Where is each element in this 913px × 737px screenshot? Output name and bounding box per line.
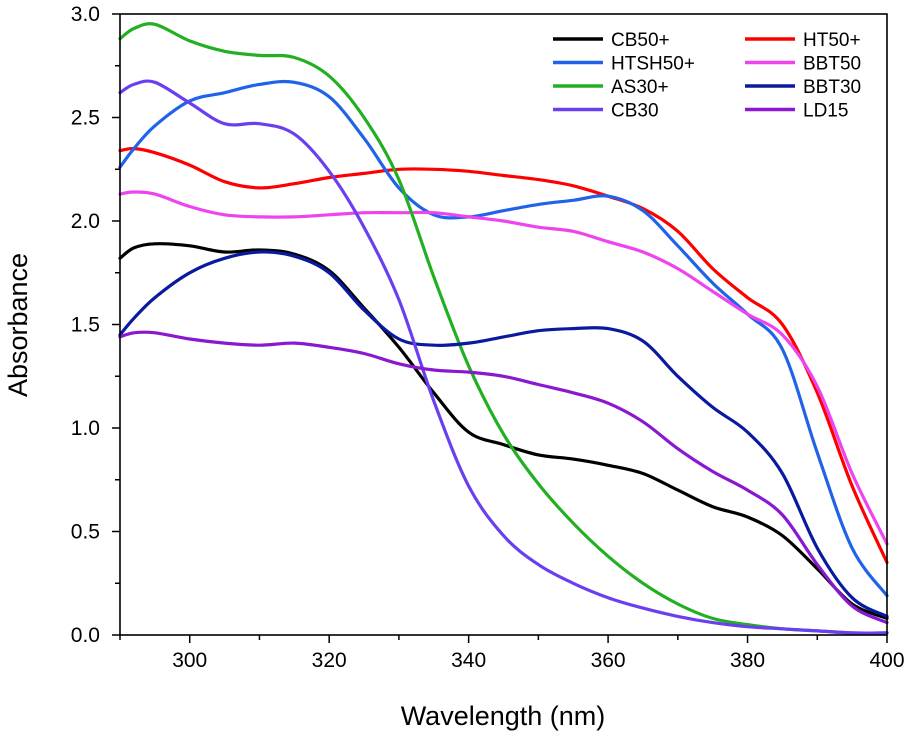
y-tick-label: 0.5 (71, 521, 100, 544)
series-line-bbt30 (118, 250, 889, 618)
legend-label: HTSH50+ (611, 54, 695, 75)
legend-label: AS30+ (611, 77, 669, 98)
series-line-as30- (118, 22, 889, 635)
y-tick-label: 1.5 (71, 314, 100, 337)
y-tick-label: 0.0 (71, 624, 100, 647)
legend-label: LD15 (803, 101, 848, 122)
x-tick-labels: 300 320 340 360 380 400 (172, 649, 904, 672)
y-tick-labels: 0.0 0.5 1.0 1.5 2.0 2.5 3.0 (71, 3, 100, 647)
series-line-htsh50- (118, 79, 889, 598)
y-axis-title: Absorbance (3, 253, 33, 397)
x-tick-label: 320 (312, 649, 347, 672)
legend-label: HT50+ (803, 30, 861, 51)
x-axis-title: Wavelength (nm) (401, 701, 606, 731)
axis-ticks (112, 13, 888, 643)
legend-label: CB50+ (611, 30, 670, 51)
y-tick-label: 2.5 (71, 107, 100, 130)
legend-label: BBT30 (803, 77, 861, 98)
series-line-cb50- (118, 242, 889, 620)
x-tick-label: 340 (451, 649, 486, 672)
x-tick-label: 380 (730, 649, 765, 672)
legend: CB50+ HT50+ HTSH50+ BBT50 AS30+ BBT30 CB30 LD15 (553, 30, 861, 122)
series-line-bbt50 (118, 190, 889, 546)
series-line-cb30 (118, 79, 889, 635)
y-tick-label: 2.0 (71, 210, 100, 233)
y-tick-label: 3.0 (71, 3, 100, 26)
series-line-ld15 (118, 330, 889, 625)
series-line-ht50- (118, 146, 889, 565)
x-tick-label: 360 (591, 649, 626, 672)
series-lines (118, 22, 889, 635)
x-tick-label: 400 (869, 649, 904, 672)
x-tick-label: 300 (172, 649, 207, 672)
legend-label: BBT50 (803, 54, 861, 75)
plot-frame (119, 13, 888, 636)
legend-label: CB30 (611, 101, 659, 122)
y-tick-label: 1.0 (71, 417, 100, 440)
